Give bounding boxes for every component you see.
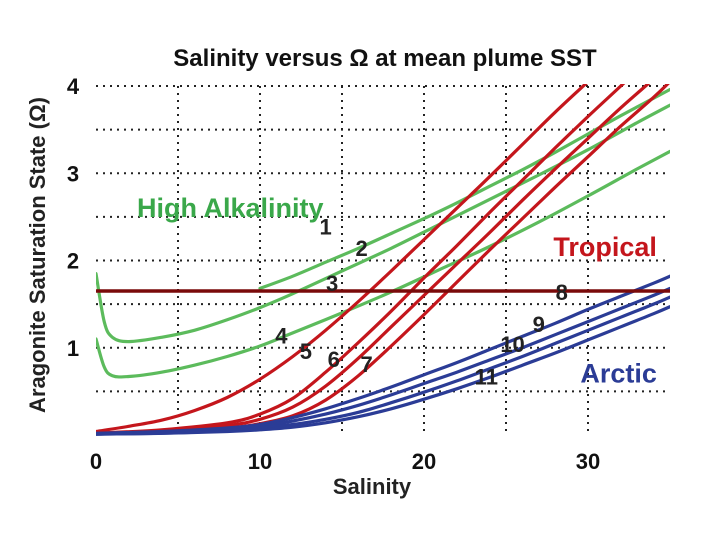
curve-label-4: 4 [275,323,288,348]
curve-6 [96,84,651,435]
curve-label-11: 11 [475,364,498,389]
curve-label-6: 6 [328,347,340,372]
curve-2 [96,149,670,379]
curve-label-9: 9 [533,312,545,337]
curve-1 [96,103,670,344]
y-axis-label: Aragonite Saturation State (Ω) [25,97,50,413]
group-label-high-alkalinity: High Alkalinity [137,193,324,223]
y-tick-2: 2 [67,249,79,274]
x-tick-20: 20 [412,449,436,474]
group-label-tropical: Tropical [553,232,657,262]
x-tick-labels: 0 10 20 30 [90,449,600,474]
y-tick-labels: 1 2 3 4 [67,74,80,361]
y-tick-4: 4 [67,74,80,99]
curve-9 [96,286,670,436]
curve-4 [96,84,588,434]
curve-label-2: 2 [356,236,368,261]
curve-label-8: 8 [556,280,568,305]
curve-label-10: 10 [500,332,524,357]
y-tick-1: 1 [67,336,79,361]
data-curves [96,84,670,436]
y-tick-3: 3 [67,161,79,186]
x-axis-label: Salinity [333,474,412,499]
curve-5 [96,84,626,435]
x-tick-0: 0 [90,449,102,474]
curve-label-3: 3 [326,271,338,296]
x-tick-30: 30 [576,449,600,474]
group-labels: High Alkalinity Tropical Arctic [137,193,657,389]
chart-title: Salinity versus Ω at mean plume SST [173,45,597,72]
curve-label-7: 7 [360,352,372,377]
curve-label-1: 1 [319,214,331,239]
curve-label-5: 5 [300,339,312,364]
x-tick-10: 10 [248,449,272,474]
curve-11 [96,305,670,436]
group-label-arctic: Arctic [580,359,657,389]
